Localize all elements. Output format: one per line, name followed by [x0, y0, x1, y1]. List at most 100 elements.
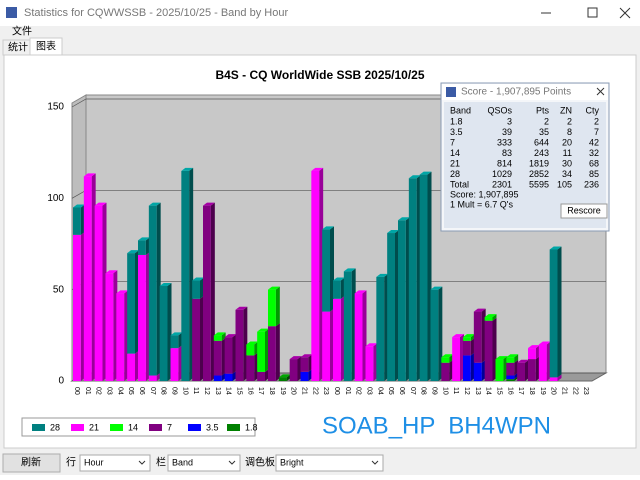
- legend-label: 3.5: [206, 422, 219, 432]
- bar-top: [138, 237, 150, 241]
- tab-label[interactable]: 图表: [36, 40, 56, 53]
- bar-top: [408, 175, 421, 179]
- score-cell: 333: [497, 137, 512, 147]
- bar-segment: [322, 229, 330, 312]
- bar-segment: [138, 240, 146, 255]
- bar-segment: [495, 359, 504, 381]
- score-cell: 5595: [529, 179, 549, 189]
- bar-segment: [278, 377, 287, 381]
- bar-segment: [430, 289, 439, 381]
- score-cell: 2: [544, 116, 549, 126]
- bar-segment: [387, 233, 395, 381]
- rescore-label[interactable]: Rescore: [567, 205, 601, 215]
- bar-side: [221, 332, 226, 341]
- x-tick-label: 01: [84, 387, 91, 395]
- bar-segment: [181, 170, 190, 381]
- bar-top: [213, 332, 226, 336]
- score-cell: 8: [567, 127, 572, 137]
- col-value[interactable]: Band: [172, 457, 193, 467]
- score-cell: 32: [589, 148, 599, 158]
- title-bar: [0, 0, 640, 26]
- bar-segment: [138, 254, 146, 381]
- bar-segment: [300, 357, 309, 372]
- score-cell: 7: [594, 127, 599, 137]
- bar-segment: [213, 340, 222, 376]
- score-cell: 2301: [492, 179, 512, 189]
- score-cell: 2852: [529, 169, 549, 179]
- bar-top: [127, 250, 139, 254]
- bar-side: [557, 374, 562, 381]
- y-tick-label: 150: [47, 102, 64, 113]
- palette-label: 调色板: [245, 456, 275, 469]
- score-cell: ZN: [560, 105, 572, 115]
- rescore-button[interactable]: [560, 203, 608, 219]
- x-tick-label: 11: [192, 387, 199, 394]
- x-tick-label: 02: [95, 387, 102, 395]
- app-icon: [6, 7, 17, 18]
- bar-top: [333, 277, 345, 281]
- bar-side: [557, 246, 562, 378]
- x-tick-label: 21: [301, 387, 308, 395]
- bar-segment: [484, 320, 493, 381]
- bar-segment: [127, 353, 135, 381]
- annotation: SOAB_HP BH4WPN: [322, 412, 551, 439]
- tab-label[interactable]: 统计: [8, 41, 28, 54]
- x-tick-label: 02: [355, 387, 362, 395]
- bar-segment: [354, 293, 363, 381]
- x-tick-label: 06: [398, 387, 405, 395]
- row-value[interactable]: Hour: [84, 457, 104, 467]
- x-tick-label: 01: [344, 387, 351, 395]
- bar-segment: [506, 375, 515, 380]
- legend-label: 14: [128, 422, 138, 432]
- x-tick-label: 20: [290, 387, 297, 395]
- bar-top: [354, 290, 367, 294]
- palette-select[interactable]: [275, 454, 384, 472]
- bar-segment: [365, 346, 374, 381]
- legend-swatch: [71, 424, 84, 431]
- score-cell: 105: [557, 179, 572, 189]
- close-button[interactable]: [619, 7, 631, 19]
- bar-top: [192, 277, 204, 281]
- bar-top: [224, 334, 237, 338]
- bar-top: [452, 334, 464, 338]
- bar-side: [492, 314, 497, 321]
- bar-segment: [322, 311, 330, 381]
- bar-segment: [343, 271, 352, 381]
- bar-top: [365, 343, 378, 347]
- score-cell: 1819: [529, 158, 549, 168]
- score-cell: 3.5: [450, 127, 463, 137]
- score-cell: 7: [450, 137, 455, 147]
- x-tick-label: 00: [333, 387, 340, 395]
- bar-segment: [538, 344, 547, 381]
- legend-swatch: [188, 424, 201, 431]
- bar-segment: [506, 362, 515, 376]
- menu-item[interactable]: 文件: [12, 25, 32, 38]
- bar-top: [517, 359, 529, 363]
- score-close[interactable]: [596, 87, 605, 96]
- x-tick-label: 07: [149, 387, 156, 395]
- bar-top: [311, 167, 324, 171]
- bar-top: [549, 246, 562, 250]
- row-select[interactable]: [79, 454, 151, 472]
- y-tick-label: 50: [53, 284, 65, 295]
- col-select[interactable]: [167, 454, 241, 472]
- bar-top: [398, 217, 410, 221]
- bar-top: [419, 171, 432, 175]
- legend-label: 28: [50, 422, 60, 432]
- x-tick-label: 07: [409, 387, 416, 395]
- window-title: Statistics for CQWWSSB - 2025/10/25 - Ba…: [24, 7, 288, 19]
- bar-segment: [268, 326, 276, 381]
- refresh-button[interactable]: [2, 453, 61, 473]
- x-tick-label: 13: [214, 387, 221, 395]
- refresh-label[interactable]: 刷新: [21, 456, 41, 469]
- x-tick-label: 17: [257, 387, 264, 395]
- bar-segment: [473, 362, 482, 381]
- bar-top: [343, 268, 356, 272]
- x-tick-label: 21: [561, 387, 568, 395]
- bar-segment: [94, 205, 103, 381]
- bar-top: [257, 328, 269, 332]
- maximize-button[interactable]: [587, 7, 598, 18]
- bar-top: [105, 270, 118, 274]
- palette-value[interactable]: Bright: [280, 457, 304, 467]
